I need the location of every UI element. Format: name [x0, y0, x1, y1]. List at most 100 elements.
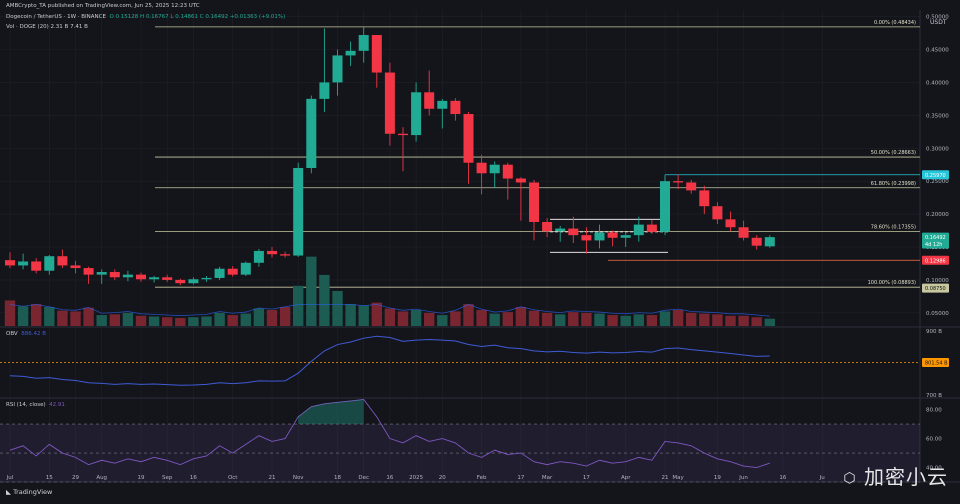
currency-label[interactable]: USDT: [930, 19, 947, 26]
price-tag-box: [922, 170, 949, 180]
candle-body: [70, 265, 81, 269]
time-tick-label: Aug: [96, 475, 107, 481]
candle: [332, 49, 343, 96]
time-tick-label: 16: [386, 475, 393, 481]
tradingview-logo[interactable]: ◣ TradingView: [6, 488, 53, 496]
volume-bar: [83, 307, 94, 326]
volume-bar: [358, 305, 369, 326]
volume-bar: [188, 317, 199, 326]
time-tick-label: 29: [72, 475, 79, 481]
price-tick-label: 0.40000: [926, 80, 949, 86]
volume-bar: [44, 307, 55, 326]
candle-body: [109, 272, 120, 278]
time-tick-label: 19: [138, 475, 145, 481]
candle: [201, 275, 212, 282]
time-tick-label: 21: [662, 475, 669, 481]
time-tick-label: 2025: [409, 475, 423, 481]
candle-body: [686, 182, 697, 191]
volume-bar: [240, 313, 251, 326]
candle-body: [529, 182, 539, 222]
obv-line: [9, 335, 770, 386]
candle-body: [712, 206, 723, 220]
price-tick-label: 0.30000: [926, 146, 949, 152]
candle-body: [96, 272, 107, 275]
candle: [136, 272, 146, 282]
price-tag-label: 0.16492: [925, 235, 946, 241]
rsi-band: [0, 424, 920, 482]
candle-body: [476, 162, 487, 174]
candle: [764, 235, 775, 248]
obv-pane: [0, 335, 920, 386]
volume-bar: [699, 313, 710, 326]
obv-legend: OBV 886.42 B: [6, 331, 46, 337]
candle: [751, 235, 762, 250]
candle: [188, 277, 199, 285]
time-tick-label: 21: [269, 475, 276, 481]
candle: [712, 202, 723, 224]
candle-body: [253, 250, 264, 263]
candle-body: [319, 82, 330, 99]
candle-body: [450, 100, 461, 115]
candle-body: [463, 114, 474, 163]
candle-body: [175, 279, 186, 284]
volume-bar: [437, 315, 448, 326]
candle: [306, 95, 317, 174]
volume-bar: [319, 274, 330, 326]
volume-bar: [502, 312, 513, 326]
fib-level-label: 78.60% (0.17355): [871, 224, 916, 230]
volume-bar: [581, 312, 592, 326]
ohlc-values: O 0.15128 H 0.16767 L 0.14861 C 0.16492 …: [109, 14, 286, 20]
time-tick-label: Jun: [738, 475, 748, 481]
volume-bar: [371, 302, 382, 326]
time-tick-label: 17: [583, 475, 590, 481]
volume-bar: [659, 311, 671, 326]
candle: [725, 211, 736, 232]
candle-body: [149, 277, 160, 280]
candle: [345, 41, 356, 66]
volume-bar: [175, 317, 186, 326]
time-tick-label: 17: [517, 475, 524, 481]
price-tick-label: 0.20000: [926, 212, 949, 218]
volume-bar: [384, 308, 396, 326]
candle: [162, 274, 173, 282]
price-tag-label: 0.08750: [925, 286, 946, 292]
candle-body: [555, 228, 566, 232]
candle: [699, 185, 710, 215]
candle-body: [267, 250, 277, 255]
candle: [424, 70, 435, 116]
candles[interactable]: [5, 27, 775, 286]
time-tick-label: Feb: [477, 475, 487, 481]
candle: [96, 269, 107, 284]
price-tag-label: 0.12986: [925, 258, 946, 264]
candle: [529, 179, 539, 241]
candle: [240, 261, 251, 276]
fib-level-label: 61.80% (0.23998): [871, 181, 916, 187]
symbol-name[interactable]: Dogecoin / TetherUS · 1W · BINANCE: [6, 14, 106, 20]
candle-body: [515, 178, 526, 183]
candle-body: [201, 277, 212, 280]
rsi-tick-label: 40.00: [926, 466, 942, 472]
candle-body: [607, 232, 618, 238]
volume-bar: [266, 309, 278, 326]
volume-bar: [57, 310, 68, 326]
rsi-overbought-fill: [298, 399, 364, 425]
candle: [214, 266, 225, 280]
candle: [149, 275, 160, 283]
rsi-tick-label: 60.00: [926, 437, 942, 443]
volume-bar: [725, 315, 736, 326]
volume-bar: [227, 315, 238, 326]
candle-body: [332, 55, 343, 83]
candle: [686, 179, 697, 194]
price-tick-label: 0.25000: [926, 179, 949, 185]
volume-bar: [293, 285, 304, 326]
candle: [633, 216, 644, 242]
fib-levels: 0.00% (0.48434) 50.00% (0.28663) 61.80% (0…: [155, 20, 920, 288]
price-tick-label: 0.45000: [926, 48, 949, 54]
rsi-legend: RSI (14, close) 42.91: [6, 402, 65, 408]
candle-body: [568, 228, 579, 236]
candle: [660, 175, 670, 236]
volume-bar: [764, 318, 775, 326]
volume-bar: [109, 314, 120, 326]
